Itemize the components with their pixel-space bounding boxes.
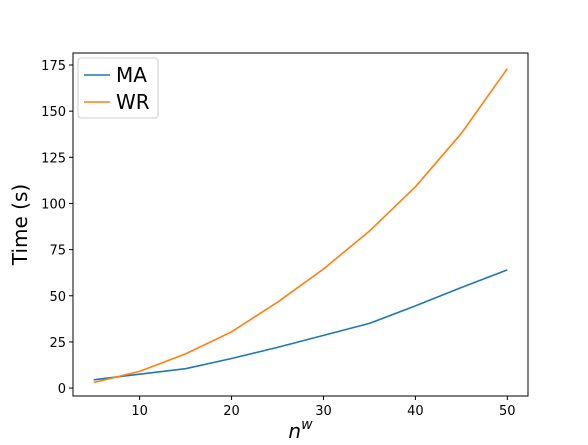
legend: MA WR (77, 57, 159, 119)
legend-label: WR (116, 90, 150, 114)
series-line-ma (93, 269, 508, 381)
y-axis-label: Time (s) (8, 184, 32, 266)
x-tick-label: 10 (131, 404, 148, 419)
y-tick-label: 100 (41, 197, 66, 212)
y-tick-label: 175 (41, 59, 66, 74)
series-line-wr (93, 68, 508, 384)
legend-item-wr: WR (84, 90, 150, 114)
y-axis: 0 25 50 75 100 125 150 175 (41, 59, 73, 397)
legend-label: MA (116, 63, 147, 87)
y-tick-label: 0 (58, 382, 66, 397)
x-axis-label: nw (288, 417, 313, 443)
legend-item-ma: MA (84, 63, 147, 87)
x-tick-label: 20 (223, 404, 240, 419)
x-axis-label-superscript: w (301, 417, 313, 433)
series-layer (93, 68, 508, 384)
y-tick-label: 50 (49, 290, 66, 305)
y-tick-label: 150 (41, 105, 66, 120)
legend-box (77, 57, 159, 119)
x-tick-label: 30 (315, 404, 332, 419)
x-axis-label-base: n (288, 419, 301, 443)
plot-frame (72, 52, 529, 397)
y-tick-label: 25 (49, 336, 66, 351)
x-tick-label: 50 (499, 404, 516, 419)
x-axis: 10 20 30 40 50 (131, 396, 516, 419)
y-tick-label: 75 (49, 244, 66, 259)
plot-area (72, 52, 529, 397)
y-tick-label: 125 (41, 151, 66, 166)
x-tick-label: 40 (407, 404, 424, 419)
